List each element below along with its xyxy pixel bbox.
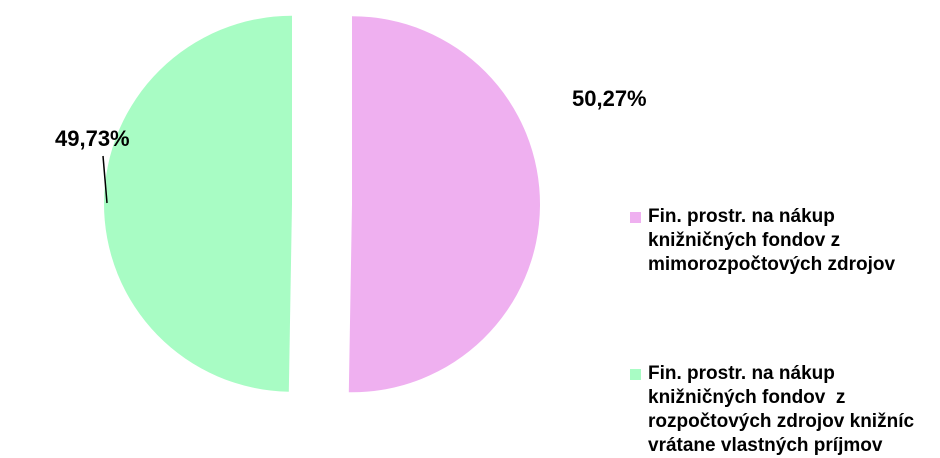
legend-item: Fin. prostr. na nákup knižničných fondov…	[630, 205, 930, 277]
pie-slice	[104, 15, 293, 392]
leader-line	[102, 155, 108, 204]
legend-swatch	[630, 212, 641, 223]
legend: Fin. prostr. na nákup knižničných fondov…	[630, 205, 930, 458]
data-label: 49,73%	[55, 126, 130, 151]
legend-label: Fin. prostr. na nákup knižničných fondov…	[648, 206, 896, 275]
legend-swatch	[630, 369, 641, 380]
legend-label: Fin. prostr. na nákup knižničných fondov…	[648, 363, 920, 456]
pie-slice	[348, 16, 541, 393]
data-label: 50,27%	[572, 86, 647, 111]
legend-item: Fin. prostr. na nákup knižničných fondov…	[630, 362, 930, 458]
